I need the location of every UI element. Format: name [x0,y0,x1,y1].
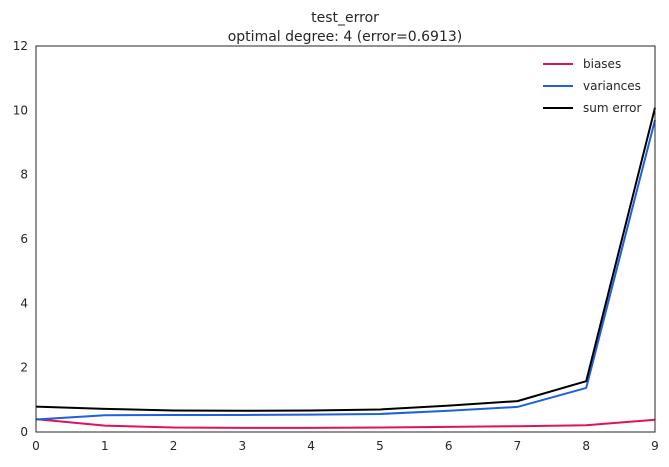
chart-subtitle: optimal degree: 4 (error=0.6913) [228,29,463,45]
series-line-1 [35,119,656,421]
y-tick-label: 2 [20,361,28,375]
x-tick-label: 3 [239,439,247,453]
chart-title: test_error [311,10,379,26]
y-tick-label: 4 [20,296,28,310]
x-tick-label: 6 [445,439,453,453]
plot-area-frame [35,45,656,433]
legend-label-1: variances [583,79,641,93]
legend-label-2: sum error [583,101,641,115]
legend: biases variances sum error [543,57,641,115]
series-line-0 [35,418,656,429]
x-tick-label: 2 [170,439,178,453]
legend-label-0: biases [583,57,621,71]
y-tick-label: 10 [13,103,28,117]
y-tick-label: 12 [13,39,28,53]
x-tick-label: 8 [582,439,590,453]
y-tick-label: 8 [20,168,28,182]
x-tick-label: 9 [651,439,659,453]
x-tick-label: 7 [514,439,522,453]
x-axis-ticks: 0 1 2 3 4 5 6 7 8 9 [32,439,659,453]
y-axis-ticks: 0 2 4 6 8 10 12 [13,39,28,439]
series-layer [35,107,656,429]
x-tick-label: 4 [307,439,315,453]
y-tick-label: 6 [20,232,28,246]
x-tick-label: 1 [101,439,109,453]
x-tick-label: 0 [32,439,40,453]
series-line-2 [35,107,656,412]
y-tick-label: 0 [20,425,28,439]
x-tick-label: 5 [376,439,384,453]
